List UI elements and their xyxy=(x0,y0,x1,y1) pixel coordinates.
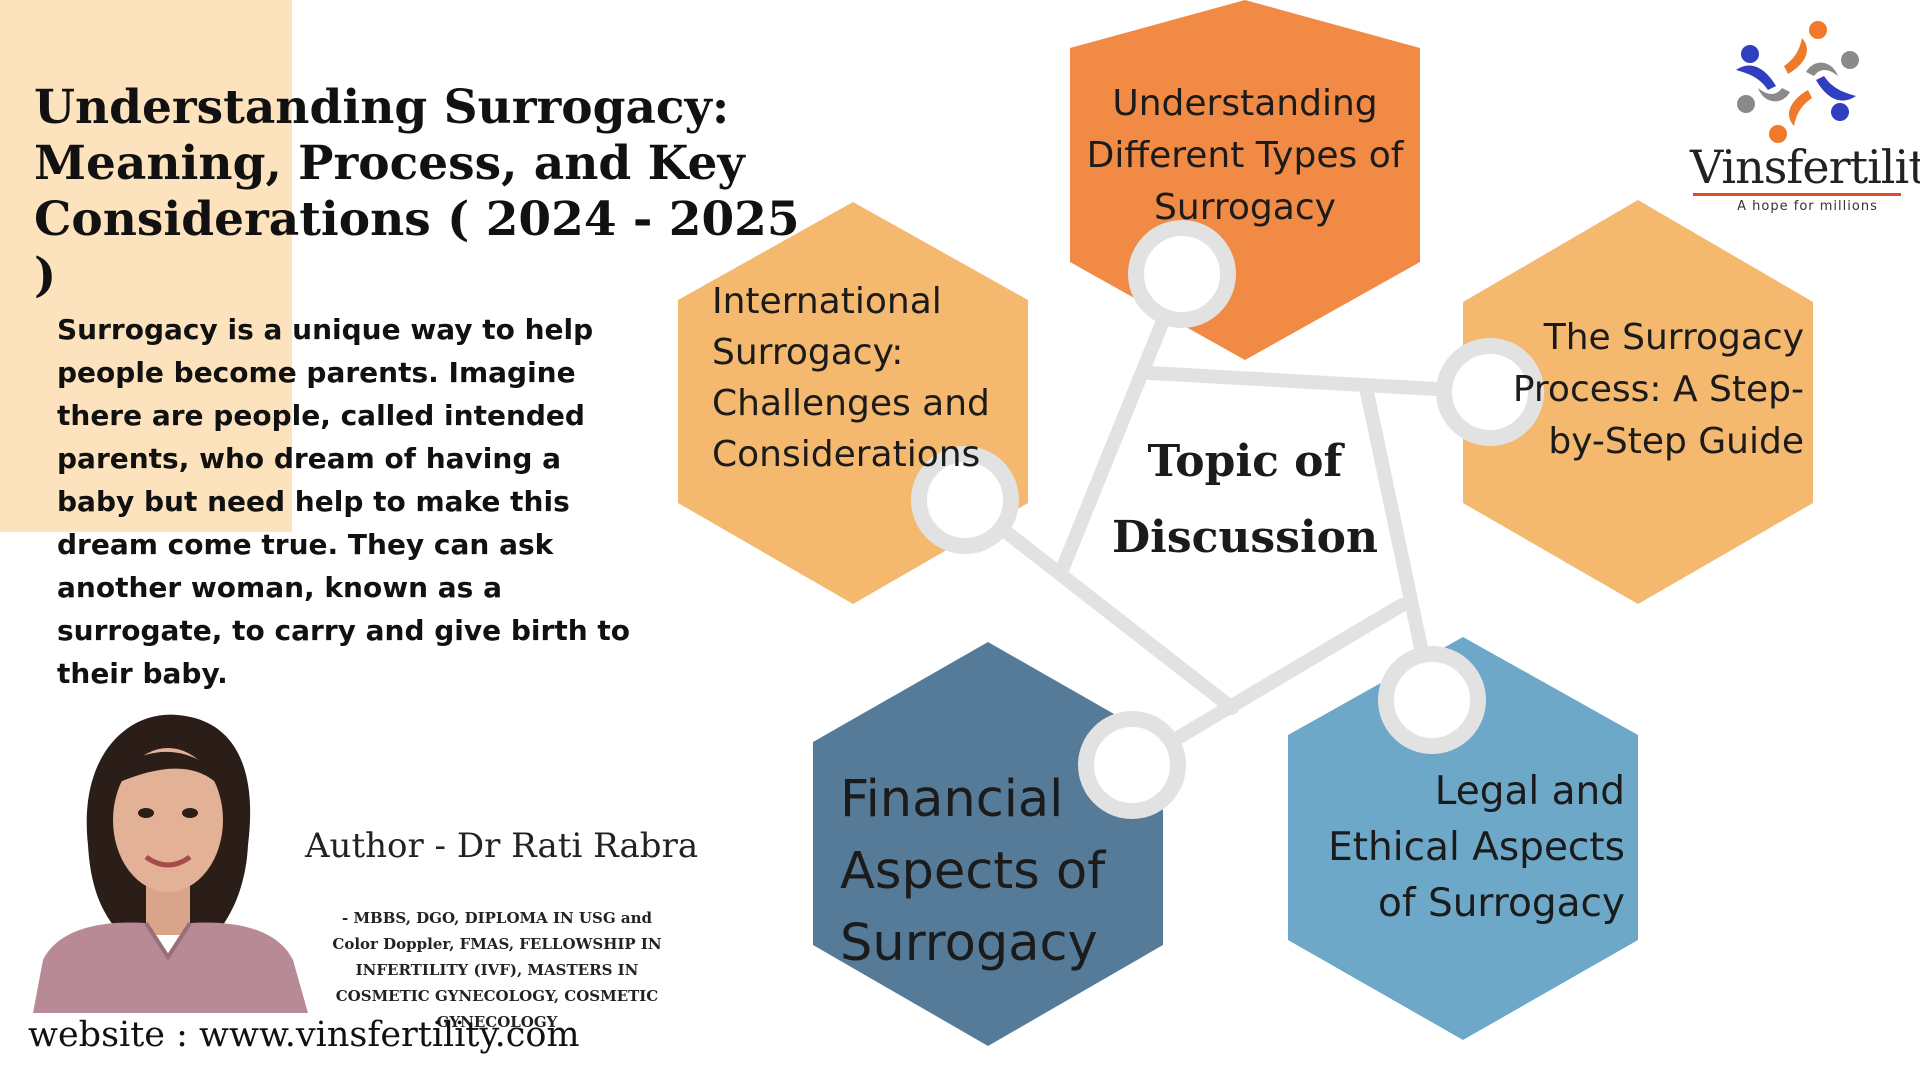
brand-tagline: A hope for millions xyxy=(1737,199,1878,214)
hexagon-process xyxy=(1463,200,1813,604)
author-name: Author - Dr Rati Rabra xyxy=(305,826,699,866)
brand-name: Vinsfertility xyxy=(1690,140,1920,194)
hexagon-financial xyxy=(813,642,1163,1046)
node-international xyxy=(911,446,1019,554)
node-types xyxy=(1128,220,1236,328)
node-process xyxy=(1436,338,1544,446)
author-photo xyxy=(33,714,308,1013)
page-title: Understanding Surrogacy: Meaning, Proces… xyxy=(34,80,800,303)
topic-types-label: Understanding Different Types of Surroga… xyxy=(1086,83,1404,228)
intro-paragraph: Surrogacy is a unique way to help people… xyxy=(57,313,631,690)
topic-financial-label: Financial Aspects of Surrogacy xyxy=(840,770,1106,973)
topic-international-label: International Surrogacy: Challenges and … xyxy=(712,281,990,475)
node-legal xyxy=(1378,646,1486,754)
center-topic-label: Topic of Discussion xyxy=(1111,436,1379,563)
author-credentials: - MBBS, DGO, DIPLOMA IN USG and Color Do… xyxy=(332,909,662,1031)
connector-nodes xyxy=(911,220,1544,819)
brand-underline xyxy=(1693,193,1901,196)
topic-process-label: The Surrogacy Process: A Step-by-Step Gu… xyxy=(1512,317,1804,462)
peach-accent-band xyxy=(0,0,292,532)
node-financial xyxy=(1078,711,1186,819)
vinsfertility-logo-icon xyxy=(1736,21,1859,143)
website-link[interactable]: website : www.vinsfertility.com xyxy=(28,1015,580,1055)
hexagon-legal xyxy=(1288,637,1638,1040)
topic-legal-label: Legal and Ethical Aspects of Surrogacy xyxy=(1328,769,1625,926)
